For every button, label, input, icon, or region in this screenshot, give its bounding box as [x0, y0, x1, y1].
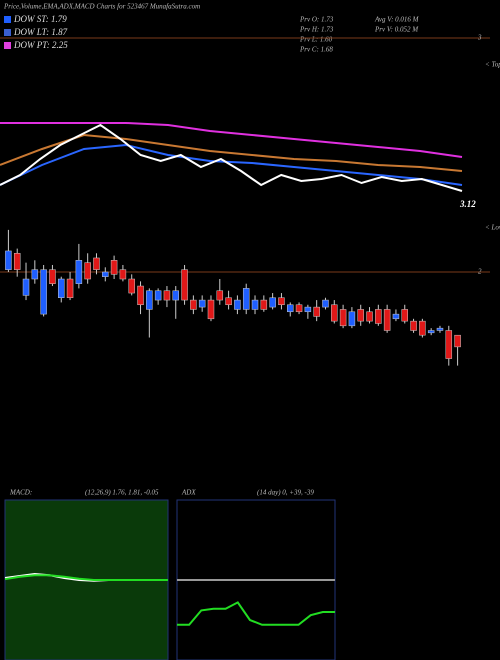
candle-body	[339, 309, 347, 327]
candle-body	[401, 309, 408, 322]
candle-body	[216, 290, 224, 301]
legend-swatch	[4, 29, 11, 36]
candle-body	[137, 285, 144, 306]
panel-subtitle: (12,26,9) 1.76, 1.81, -0.05	[85, 489, 159, 497]
candle-body	[454, 334, 461, 348]
candle-body	[119, 269, 127, 280]
candle-body	[445, 330, 453, 359]
candle-body	[110, 260, 118, 275]
page-title: Price,Volume,EMA,ADX,MACD Charts for 523…	[3, 3, 200, 11]
series-line	[0, 123, 463, 192]
candle-body	[260, 299, 268, 310]
candle-body	[146, 290, 153, 310]
candle-body	[278, 297, 285, 306]
candle-body	[269, 297, 276, 308]
legend-swatch	[4, 42, 11, 49]
candle-body	[5, 250, 12, 270]
candle-body	[128, 278, 135, 294]
candle-body	[22, 278, 30, 296]
candle-body	[348, 311, 356, 327]
stat: Prv V: 0.052 M	[374, 26, 419, 34]
candle-body	[84, 262, 91, 280]
legend-label: DOW LT: 1.87	[13, 27, 68, 37]
lows-label: < Lows	[485, 224, 500, 232]
candle-body	[198, 299, 206, 308]
price-label: 3.12	[459, 199, 476, 209]
series-line	[4, 574, 168, 581]
candle-body	[49, 269, 56, 284]
candle-body	[154, 290, 162, 301]
candle-body	[181, 269, 188, 301]
candle-body	[383, 309, 391, 331]
candle-body	[172, 290, 179, 301]
panel-title: MACD:	[9, 489, 32, 497]
series-line	[177, 601, 335, 626]
candle-body	[322, 299, 329, 308]
legend-label: DOW PT: 2.25	[13, 40, 68, 50]
candle-body	[190, 299, 197, 310]
series-line	[0, 143, 463, 186]
stat: Prv L: 1.60	[299, 36, 333, 44]
candle-body	[375, 309, 382, 324]
panel-subtitle: (14 day) 0, +39, -39	[257, 489, 314, 497]
candle-body	[436, 327, 444, 331]
y-tick-label: 3	[477, 34, 482, 42]
candle-body	[75, 260, 83, 284]
candle-body	[66, 278, 74, 298]
candle-body	[410, 320, 417, 331]
candle-body	[207, 299, 215, 320]
candle-body	[242, 288, 250, 310]
tops-label: < Tops	[485, 61, 500, 69]
candle-body	[31, 269, 39, 280]
stat: Prv C: 1.68	[299, 46, 333, 54]
candle-body	[357, 309, 364, 322]
candle-body	[13, 253, 21, 270]
legend-swatch	[4, 16, 11, 23]
candle-body	[287, 304, 294, 313]
candle-body	[234, 299, 241, 310]
candle-body	[40, 269, 47, 315]
y-tick-label: 2	[478, 268, 482, 276]
stat: Avg V: 0.016 M	[374, 16, 420, 24]
candle-body	[392, 313, 400, 320]
candle-body	[93, 257, 100, 270]
candle-body	[304, 306, 312, 313]
stat: Prv H: 1.73	[299, 26, 334, 34]
candle-body	[58, 278, 65, 298]
candle-body	[419, 320, 426, 336]
candle-body	[225, 297, 232, 306]
candle-body	[427, 330, 435, 334]
candle-body	[251, 299, 259, 310]
candle-body	[295, 304, 303, 313]
candle-body	[331, 304, 338, 322]
candle-body	[313, 306, 320, 317]
candle-body	[366, 311, 373, 322]
legend-label: DOW ST: 1.79	[13, 14, 67, 24]
candle-body	[102, 271, 109, 277]
panel-title: ADX	[181, 489, 196, 497]
candle-body	[163, 290, 171, 301]
stat: Prv O: 1.73	[299, 16, 334, 24]
series-line	[0, 122, 463, 158]
